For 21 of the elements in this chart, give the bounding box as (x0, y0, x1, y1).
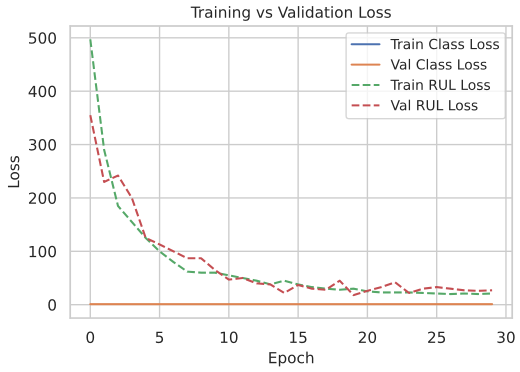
x-tick-label: 10 (220, 332, 238, 344)
x-tick-label: 25 (428, 332, 446, 344)
x-tick-label: 5 (156, 332, 164, 344)
y-tick-label: 200 (28, 192, 56, 204)
y-tick-label: 300 (29, 139, 56, 151)
y-axis-title: Loss (8, 156, 20, 188)
x-tick-label: 30 (497, 332, 515, 344)
x-tick-label: 0 (86, 332, 94, 344)
x-axis-title: Epoch (269, 352, 314, 366)
legend-label: Val RUL Loss (390, 100, 478, 110)
legend-label: Train Class Loss (390, 38, 500, 50)
line-series (89, 114, 494, 296)
y-tick-label: 0 (48, 299, 56, 311)
y-tick-label: 400 (28, 86, 56, 98)
x-tick-label: 20 (358, 332, 376, 344)
y-tick-label: 100 (30, 246, 56, 258)
y-tick-label: 500 (29, 32, 56, 44)
legend-label: Train RUL Loss (390, 79, 490, 90)
chart-title: Training vs Validation Loss (190, 6, 391, 21)
legend-label: Val Class Loss (390, 58, 487, 70)
x-tick-label: 15 (290, 332, 307, 344)
